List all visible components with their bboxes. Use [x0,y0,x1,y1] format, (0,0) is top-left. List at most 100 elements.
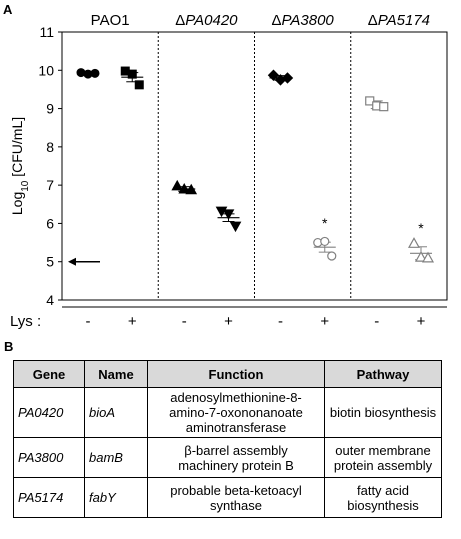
cell-name: fabY [84,477,148,518]
cell-line: outer membrane [335,442,431,458]
cell-line: protein assembly [333,457,433,473]
data-point [229,221,242,233]
data-group [215,206,242,233]
y-tick-label: 9 [46,101,54,117]
y-tick-label: 11 [39,24,54,40]
data-point [365,96,375,106]
panel-title: PAO1 [91,12,130,29]
cell-line: amino-7-oxononanoate [169,405,303,420]
data-point [407,237,421,248]
panel-title-prefix: Δ [175,12,185,29]
data-group [171,179,198,195]
cell-line: β-barrel assembly [184,442,288,458]
cell-function: β-barrel assembly machinery protein B [147,437,325,478]
panel-title: ΔPA5174 [368,12,430,29]
cell-line: aminotransferase [185,420,287,435]
data-point [421,251,435,263]
y-tick-label: 8 [46,139,54,155]
significance-star: * [322,215,328,231]
y-axis-title: Log10 [CFU/mL] [9,117,31,215]
condition-label: + [320,313,329,330]
lys-label: Lys : [10,313,41,330]
y-tick-label: 5 [46,254,54,270]
table-row: PA3800 bamB β-barrel assembly machinery … [13,437,442,478]
panel-title-gene: PA0420 [185,12,238,29]
data-marks: * * [68,66,435,266]
panel-title-strain: PAO1 [91,12,130,29]
y-axis: 4 5 6 7 8 9 10 11 [38,24,62,308]
data-point [267,69,280,81]
arrow-head [68,257,76,266]
condition-label: + [224,313,233,330]
data-point [90,68,100,78]
cell-name: bioA [84,387,148,438]
condition-label: - [182,313,187,330]
panel-title-prefix: Δ [271,12,281,29]
data-point [171,179,184,191]
panel-title: ΔPA3800 [271,12,334,29]
data-group: * [313,215,337,261]
data-point [222,209,235,220]
data-point [185,183,198,195]
header-pathway: Pathway [324,360,442,388]
header-name: Name [84,360,148,388]
cell-line: machinery protein B [178,457,294,473]
cell-name: bamB [84,437,148,478]
panel-b-label: B [4,339,14,354]
header-function: Function [147,360,325,388]
condition-label: - [278,313,283,330]
panel-a-label: A [3,2,13,17]
y-tick-label: 10 [38,62,54,78]
table-header-row: Gene Name Function Pathway [13,360,442,388]
panel-title-prefix: Δ [368,12,378,29]
data-point [327,251,337,261]
y-axis-label: Log10 [CFU/mL] [9,117,31,215]
cell-gene: PA3800 [13,437,85,478]
cell-pathway: biotin biosynthesis [324,387,442,438]
header-gene: Gene [13,360,85,388]
cell-line: fatty acid [356,482,410,498]
cell-line: adenosylmethionine-8- [170,390,302,405]
condition-label: - [374,313,379,330]
y-tick-label: 6 [46,215,54,231]
data-point [320,236,330,247]
plot-frame [61,31,448,301]
data-point [178,182,191,194]
table-row: PA0420 bioA adenosylmethionine-8- amino-… [13,387,442,438]
cell-gene: PA0420 [13,387,85,438]
condition-label: + [417,313,426,330]
y-axis-title-rest: [CFU/mL] [9,117,25,181]
y-axis-title-main: Log [9,192,25,215]
y-tick-label: 7 [46,177,54,193]
data-point [281,72,294,84]
data-point [379,102,389,112]
data-point [127,69,137,79]
table-row: PA5174 fabY probable beta-ketoacyl synth… [13,477,442,518]
detection-limit-arrow [68,257,100,266]
data-group [267,69,294,86]
data-group [365,96,389,112]
panel-title-gene: PA3800 [282,12,335,29]
data-group [76,68,100,79]
cell-pathway: outer membrane protein assembly [324,437,442,478]
gene-table: Gene Name Function Pathway PA0420 bioA a… [13,360,442,518]
data-point [134,80,144,90]
data-group: * [407,220,435,263]
cell-gene: PA5174 [13,477,85,518]
y-tick-label: 4 [46,292,54,308]
panel-title: ΔPA0420 [175,12,238,29]
cell-pathway: fatty acid biosynthesis [324,477,442,518]
condition-label: + [128,313,137,330]
data-group [120,66,144,90]
significance-star: * [418,220,424,236]
panel-titles: PAO1 ΔPA0420 ΔPA3800 ΔPA5174 [91,12,430,29]
y-axis-title-sub: 10 [20,180,31,192]
condition-label: - [85,313,90,330]
cell-line: probable beta-ketoacyl [170,482,302,498]
cell-function: probable beta-ketoacyl synthase [147,477,325,518]
cell-line: biotin biosynthesis [329,405,437,420]
cell-line: biosynthesis [347,497,419,513]
lys-condition-labels: Lys : - + - + - + - + [10,306,447,330]
data-point [414,250,428,262]
